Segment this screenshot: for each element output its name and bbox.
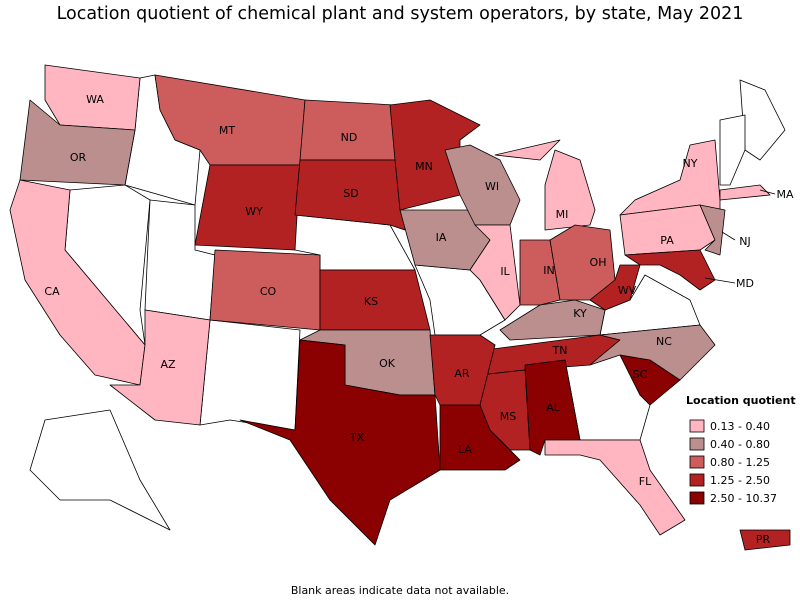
state-label: SD [343, 187, 358, 200]
state-label: MA [776, 188, 793, 201]
state-label: PA [660, 234, 674, 247]
state-label: FL [639, 475, 652, 488]
legend-title: Location quotient [686, 394, 796, 407]
state-label: AZ [160, 358, 176, 371]
state-shape [239, 339, 441, 546]
state-label: KS [364, 295, 378, 308]
legend-label: 0.40 - 0.80 [710, 438, 770, 451]
state-label: LA [458, 443, 472, 456]
state-label: WY [245, 205, 263, 218]
state-shape [619, 139, 721, 216]
state-shape [544, 149, 596, 231]
legend-swatch [689, 473, 705, 487]
legend-swatch [689, 455, 705, 469]
leader-lines [704, 189, 776, 284]
state-label: CA [44, 285, 60, 298]
state-label: IA [436, 231, 447, 244]
state-shape [109, 309, 211, 426]
legend-label: 1.25 - 2.50 [710, 474, 770, 487]
footnote: Blank areas indicate data not available. [291, 584, 509, 597]
legend-swatch [689, 419, 705, 433]
state-label: AL [546, 401, 561, 414]
state-label: MN [415, 160, 433, 173]
state-labels: WA OR CA AZ MT WY CO ND SD KS OK TX MN I… [44, 93, 794, 546]
state-label: MD [736, 277, 754, 290]
states [9, 64, 791, 551]
state-label: AR [454, 367, 470, 380]
state-shape [299, 99, 401, 161]
state-label: NJ [739, 235, 750, 248]
state-label: TN [552, 344, 568, 357]
legend-label: 2.50 - 10.37 [710, 492, 777, 505]
state-label: IL [500, 265, 510, 278]
state-label: CO [260, 285, 277, 298]
blank-states [29, 74, 786, 531]
state-label: KY [573, 307, 587, 320]
state-shape [589, 324, 716, 381]
state-shape [294, 159, 406, 231]
legend-swatch [689, 491, 705, 505]
legend: Location quotient 0.13 - 0.40 0.40 - 0.80… [686, 394, 796, 505]
state-shape [19, 99, 136, 186]
state-label: NY [683, 157, 698, 170]
state-label: WV [618, 284, 637, 297]
state-label: MI [556, 208, 569, 221]
state-label: MS [500, 410, 516, 423]
state-shape [494, 139, 561, 161]
state-label: WA [86, 93, 104, 106]
legend-label: 0.13 - 0.40 [710, 420, 770, 433]
state-shape [719, 184, 771, 201]
legend-swatch [689, 437, 705, 451]
state-label: OR [70, 151, 87, 164]
state-label: OK [379, 357, 396, 370]
state-shape [194, 164, 301, 251]
state-label: TX [349, 431, 365, 444]
state-shape [444, 144, 521, 226]
state-label: OH [590, 256, 607, 269]
state-shape [699, 204, 726, 256]
state-shape [469, 224, 521, 321]
state-label: IN [543, 264, 554, 277]
state-shape [429, 334, 496, 406]
state-label: SC [633, 368, 648, 381]
state-label: PR [756, 533, 771, 546]
legend-label: 0.80 - 1.25 [710, 456, 770, 469]
state-shape [739, 529, 791, 551]
state-label: MT [219, 124, 235, 137]
state-shape [519, 239, 561, 306]
map-title: Location quotient of chemical plant and … [57, 4, 744, 24]
state-shape [619, 204, 716, 256]
state-shape [9, 179, 146, 386]
state-shape [544, 439, 686, 536]
state-label: WI [485, 180, 499, 193]
state-shape [624, 249, 716, 291]
state-label: ND [341, 131, 358, 144]
state-label: NC [656, 335, 672, 348]
